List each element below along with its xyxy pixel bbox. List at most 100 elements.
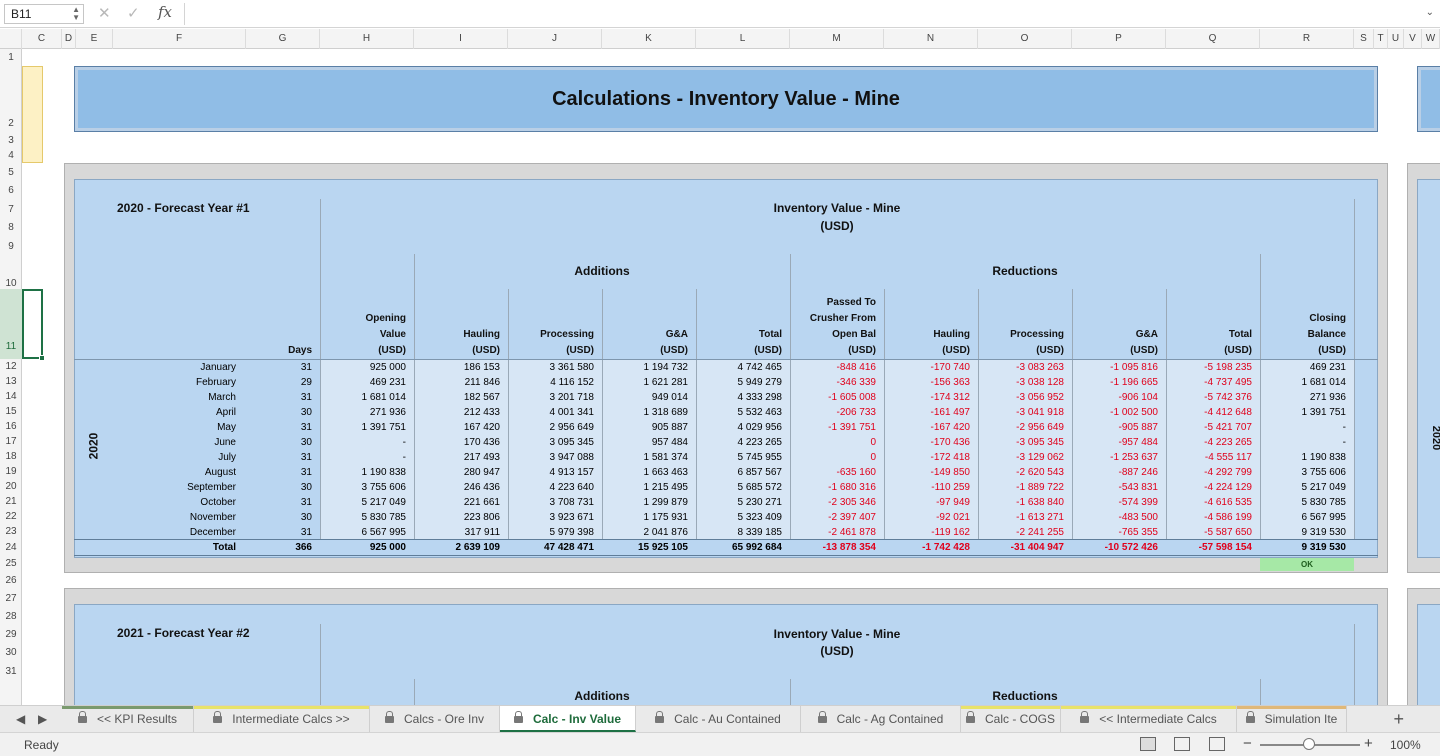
cell-closing[interactable]: 271 936	[1309, 392, 1346, 403]
worksheet-grid[interactable]: Calculations - Inventory Value - Mine 20…	[22, 49, 1440, 705]
column-header[interactable]: C	[22, 29, 62, 49]
sheet-tab[interactable]: Calc - Ag Contained	[801, 706, 961, 732]
cancel-icon[interactable]: ✕	[98, 5, 111, 22]
cell-r-total[interactable]: -4 616 535	[1204, 497, 1252, 508]
cell-passed[interactable]: -2 461 878	[828, 527, 876, 538]
cell-processing[interactable]: 3 201 718	[549, 392, 595, 403]
cell-r-hauling[interactable]: -161 497	[930, 407, 970, 418]
row-header[interactable]: 28	[5, 611, 17, 622]
zoom-level[interactable]: 100%	[1390, 738, 1421, 752]
cell-month[interactable]: January	[200, 362, 236, 373]
cell-r-hauling[interactable]: -110 259	[931, 482, 970, 493]
cell-r-processing[interactable]: -1 613 271	[1016, 512, 1064, 523]
row-header[interactable]: 22	[5, 511, 17, 522]
row-header[interactable]: 5	[8, 167, 14, 178]
row-header[interactable]: 7	[8, 204, 14, 215]
column-header[interactable]: U	[1388, 29, 1404, 49]
cell-ga[interactable]: 1 194 732	[643, 362, 689, 373]
cell-r-processing[interactable]: -2 620 543	[1016, 467, 1064, 478]
cell-r-ga[interactable]: -887 246	[1118, 467, 1158, 478]
cell-ga[interactable]: 1 215 495	[643, 482, 689, 493]
column-header[interactable]: L	[696, 29, 790, 49]
name-box-dropdown-icon[interactable]: ▲ ▼	[72, 5, 80, 22]
column-header[interactable]: W	[1422, 29, 1440, 49]
row-header[interactable]: 16	[5, 421, 17, 432]
total-month[interactable]: Total	[212, 542, 236, 553]
confirm-icon[interactable]: ✓	[127, 5, 140, 22]
cell-r-processing[interactable]: -3 095 345	[1016, 437, 1064, 448]
cell-r-ga[interactable]: -905 887	[1118, 422, 1158, 433]
column-header[interactable]: K	[602, 29, 696, 49]
column-header[interactable]: D	[62, 29, 76, 49]
cell-r-processing[interactable]: -1 889 722	[1016, 482, 1064, 493]
row-header-selected[interactable]: 11	[0, 289, 22, 359]
cell-opening[interactable]: 925 000	[369, 362, 406, 373]
total-r-total[interactable]: -57 598 154	[1198, 542, 1252, 553]
cell-r-ga[interactable]: -1 196 665	[1110, 377, 1158, 388]
column-header[interactable]: H	[320, 29, 414, 49]
page-layout-view-icon[interactable]	[1174, 737, 1190, 751]
cell-r-ga[interactable]: -1 095 816	[1110, 362, 1158, 373]
total-opening[interactable]: 925 000	[369, 542, 406, 553]
cell-total[interactable]: 5 323 409	[737, 512, 783, 523]
row-header[interactable]: 18	[5, 451, 17, 462]
cell-opening[interactable]: 469 231	[369, 377, 406, 388]
note-cell[interactable]	[22, 66, 43, 163]
zoom-slider-thumb[interactable]	[1303, 738, 1315, 750]
cell-closing[interactable]: 1 190 838	[1301, 452, 1347, 463]
sheet-tab[interactable]: Intermediate Calcs >>	[194, 706, 370, 732]
cell-month[interactable]: November	[189, 512, 236, 523]
cell-r-hauling[interactable]: -174 312	[930, 392, 970, 403]
row-header[interactable]: 25	[5, 558, 17, 569]
cell-closing[interactable]: 6 567 995	[1301, 512, 1347, 523]
cell-r-total[interactable]: -4 737 495	[1204, 377, 1252, 388]
column-header[interactable]: M	[790, 29, 884, 49]
cell-days[interactable]: 30	[300, 482, 312, 493]
total-r-processing[interactable]: -31 404 947	[1010, 542, 1064, 553]
cell-total[interactable]: 5 532 463	[737, 407, 783, 418]
cell-days[interactable]: 31	[300, 452, 312, 463]
cell-ga[interactable]: 1 318 689	[643, 407, 689, 418]
column-header[interactable]: Q	[1166, 29, 1260, 49]
cell-opening[interactable]: 3 755 606	[361, 482, 407, 493]
row-header[interactable]: 21	[5, 496, 17, 507]
cell-r-ga[interactable]: -574 399	[1118, 497, 1158, 508]
cell-passed[interactable]: -346 339	[836, 377, 876, 388]
cell-days[interactable]: 31	[300, 467, 312, 478]
cell-days[interactable]: 31	[300, 527, 312, 538]
cell-r-ga[interactable]: -765 355	[1118, 527, 1158, 538]
cell-total[interactable]: 4 223 265	[737, 437, 783, 448]
cell-hauling[interactable]: 223 806	[463, 512, 500, 523]
column-header[interactable]: F	[113, 29, 246, 49]
row-header[interactable]: 20	[5, 481, 17, 492]
cell-passed[interactable]: -635 160	[836, 467, 876, 478]
formula-input[interactable]	[184, 3, 1429, 25]
cell-r-hauling[interactable]: -149 850	[930, 467, 970, 478]
cell-opening[interactable]: 271 936	[369, 407, 406, 418]
cell-month[interactable]: March	[208, 392, 236, 403]
cell-days[interactable]: 31	[300, 422, 312, 433]
cell-processing[interactable]: 3 947 088	[549, 452, 595, 463]
cell-r-total[interactable]: -5 587 650	[1204, 527, 1252, 538]
cell-total[interactable]: 5 685 572	[737, 482, 783, 493]
cell-processing[interactable]: 4 001 341	[549, 407, 595, 418]
tab-scroll-right-icon[interactable]: ▶	[38, 712, 48, 726]
total-days[interactable]: 366	[295, 542, 312, 553]
sheet-tab[interactable]: Calc - Au Contained	[636, 706, 801, 732]
cell-passed[interactable]: -1 680 316	[828, 482, 876, 493]
cell-hauling[interactable]: 186 153	[463, 362, 500, 373]
cell-closing[interactable]: 9 319 530	[1301, 527, 1347, 538]
cell-hauling[interactable]: 212 433	[463, 407, 500, 418]
sheet-tab[interactable]: Calc - COGS	[961, 706, 1061, 732]
cell-opening[interactable]: 6 567 995	[361, 527, 407, 538]
cell-r-processing[interactable]: -3 056 952	[1016, 392, 1064, 403]
cell-total[interactable]: 4 333 298	[737, 392, 783, 403]
cell-ga[interactable]: 1 663 463	[643, 467, 689, 478]
total-r-hauling[interactable]: -1 742 428	[922, 542, 970, 553]
cell-processing[interactable]: 3 708 731	[549, 497, 595, 508]
column-header[interactable]: I	[414, 29, 508, 49]
cell-passed[interactable]: -2 397 407	[828, 512, 876, 523]
cell-month[interactable]: August	[204, 467, 236, 478]
cell-hauling[interactable]: 182 567	[463, 392, 500, 403]
cell-r-processing[interactable]: -1 638 840	[1016, 497, 1064, 508]
